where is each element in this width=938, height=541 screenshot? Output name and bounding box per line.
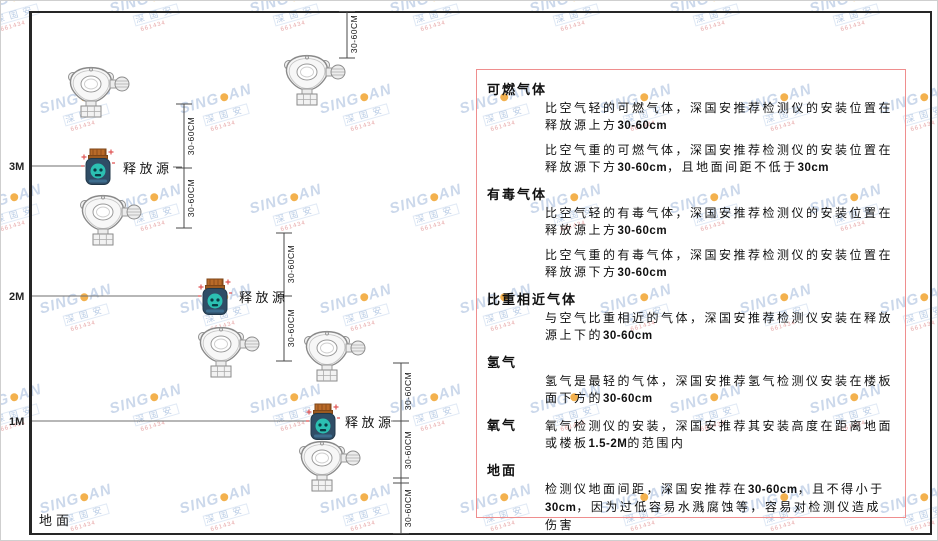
section-flammable-gas: 可燃气体 比空气轻的可燃气体，深国安推荐检测仪的安装位置在释放源上方30-60c…	[487, 79, 893, 177]
gas-detector-icon	[298, 440, 361, 492]
dimension-label: 30-60CM	[286, 245, 296, 283]
section-header: 比重相近气体	[487, 292, 578, 307]
level-lines	[32, 165, 398, 422]
release-source-label: 释放源	[239, 290, 289, 305]
level-label-2m: 2M	[9, 291, 24, 303]
release-source-label: 释放源	[123, 161, 173, 176]
dimension-label: 30-60CM	[186, 179, 196, 217]
section-oxygen: 氧气 氧气检测仪的安装，深国安推荐其安装高度在距离地面或楼板1.5-2M的范围内	[487, 415, 893, 453]
section-paragraph: 比空气重的有毒气体，深国安推荐检测仪的安装位置在释放源下方30-60cm	[545, 248, 894, 279]
gas-detector-icon	[67, 66, 130, 118]
release-source-icon	[305, 403, 341, 441]
section-paragraph: 比空气重的可燃气体，深国安推荐检测仪的安装位置在释放源下方30-60cm，且地面…	[545, 143, 894, 174]
section-ground: 地面 检测仪地面间距，深国安推荐在30-60cm，且不得小于30cm，因为过低容…	[487, 460, 893, 534]
gas-detector-icon	[283, 54, 346, 106]
dimension-label: 30-60CM	[286, 309, 296, 347]
dimension-label: 30-60CM	[403, 372, 413, 410]
section-paragraph: 氧气检测仪的安装，深国安推荐其安装高度在距离地面或楼板1.5-2M的范围内	[545, 419, 894, 450]
gas-detector-icon	[79, 194, 142, 246]
gas-detector-icon	[303, 330, 366, 382]
dimension-1m: 30-60CM 30-60CM 30-60CM	[393, 362, 413, 534]
dimension-ceiling: 30-60CM	[339, 11, 359, 59]
dimension-label: 30-60CM	[403, 431, 413, 469]
dimension-3m: 30-60CM 30-60CM	[176, 103, 196, 229]
section-header: 有毒气体	[487, 187, 548, 202]
section-toxic-gas: 有毒气体 比空气轻的有毒气体，深国安推荐检测仪的安装位置在释放源上方30-60c…	[487, 184, 893, 282]
dimension-2m: 30-60CM 30-60CM	[276, 232, 296, 362]
section-similar-density-gas: 比重相近气体 与空气比重相近的气体，深国安推荐检测仪安装在释放源上下的30-60…	[487, 289, 893, 345]
dimension-label: 30-60CM	[403, 489, 413, 527]
section-header: 氧气	[487, 418, 518, 433]
release-source-icon	[197, 278, 233, 316]
section-paragraph: 比空气轻的有毒气体，深国安推荐检测仪的安装位置在释放源上方30-60cm	[545, 206, 894, 237]
gas-detector-icon	[197, 326, 260, 378]
release-source-icon	[80, 148, 116, 186]
dimension-label: 30-60CM	[349, 15, 359, 53]
section-header: 地面	[487, 463, 518, 478]
section-paragraph: 氢气是最轻的气体，深国安推荐氢气检测仪安装在楼板面下方的30-60cm	[545, 374, 894, 405]
section-paragraph: 比空气轻的可燃气体，深国安推荐检测仪的安装位置在释放源上方30-60cm	[545, 101, 894, 132]
release-source-label: 释放源	[345, 415, 395, 430]
level-label-1m: 1M	[9, 416, 24, 428]
section-paragraph: 检测仪地面间距，深国安推荐在30-60cm，且不得小于30cm，因为过低容易水溅…	[545, 482, 885, 532]
section-hydrogen: 氢气 氢气是最轻的气体，深国安推荐氢气检测仪安装在楼板面下方的30-60cm	[487, 352, 893, 408]
section-paragraph: 与空气比重相近的气体，深国安推荐检测仪安装在释放源上下的30-60cm	[545, 311, 894, 342]
room-frame	[29, 11, 932, 535]
dimension-label: 30-60CM	[186, 117, 196, 155]
level-label-3m: 3M	[9, 161, 24, 173]
installation-notes-panel: 可燃气体 比空气轻的可燃气体，深国安推荐检测仪的安装位置在释放源上方30-60c…	[476, 69, 906, 532]
section-header: 氢气	[487, 355, 518, 370]
ground-label: 地面	[39, 513, 73, 528]
section-header: 可燃气体	[487, 82, 548, 97]
